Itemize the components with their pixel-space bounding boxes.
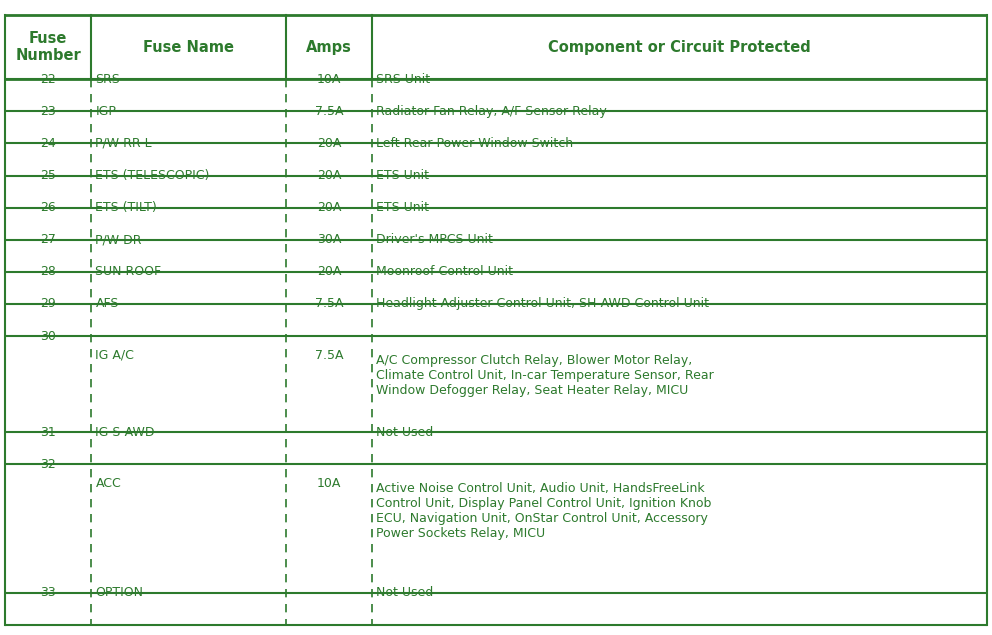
Text: ETS (TILT): ETS (TILT): [95, 201, 157, 214]
Text: 27: 27: [41, 233, 57, 246]
Text: Fuse
Number: Fuse Number: [15, 31, 81, 64]
Text: IGP: IGP: [95, 105, 116, 118]
Text: Moonroof Control Unit: Moonroof Control Unit: [376, 265, 513, 278]
Text: ETS (TELESCOPIC): ETS (TELESCOPIC): [95, 169, 209, 182]
Text: Driver's MPCS Unit: Driver's MPCS Unit: [376, 233, 493, 246]
Text: 7.5A: 7.5A: [314, 297, 343, 311]
Text: —: —: [322, 426, 335, 439]
Text: 31: 31: [41, 426, 57, 439]
Text: 23: 23: [41, 105, 57, 118]
Text: Component or Circuit Protected: Component or Circuit Protected: [549, 39, 811, 55]
Text: 25: 25: [41, 169, 57, 182]
Text: 7.5A: 7.5A: [314, 349, 343, 362]
Text: Not Used: Not Used: [376, 586, 434, 599]
Text: ACC: ACC: [95, 478, 121, 490]
Text: Not Used: Not Used: [376, 426, 434, 439]
Text: SRS: SRS: [95, 73, 120, 86]
Text: —: —: [322, 586, 335, 599]
Text: Active Noise Control Unit, Audio Unit, HandsFreeLink
Control Unit, Display Panel: Active Noise Control Unit, Audio Unit, H…: [376, 482, 711, 540]
Text: 29: 29: [41, 297, 57, 311]
Text: 30A: 30A: [316, 233, 341, 246]
Text: 20A: 20A: [316, 265, 341, 278]
Text: ETS Unit: ETS Unit: [376, 169, 430, 182]
Text: 7.5A: 7.5A: [314, 105, 343, 118]
Text: 22: 22: [41, 73, 57, 86]
Text: 30: 30: [41, 330, 57, 342]
Text: ETS Unit: ETS Unit: [376, 201, 430, 214]
Text: OPTION: OPTION: [95, 586, 144, 599]
Text: 20A: 20A: [316, 201, 341, 214]
Text: P/W DR: P/W DR: [95, 233, 142, 246]
Text: 10A: 10A: [316, 73, 341, 86]
Text: 20A: 20A: [316, 137, 341, 150]
Text: IG S-AWD: IG S-AWD: [95, 426, 155, 439]
Text: AFS: AFS: [95, 297, 119, 311]
Text: 10A: 10A: [316, 478, 341, 490]
Text: 26: 26: [41, 201, 57, 214]
Text: Left Rear Power Window Switch: Left Rear Power Window Switch: [376, 137, 573, 150]
Text: 32: 32: [41, 458, 57, 471]
Text: Amps: Amps: [307, 39, 352, 55]
Text: 20A: 20A: [316, 169, 341, 182]
Text: Radiator Fan Relay, A/F Sensor Relay: Radiator Fan Relay, A/F Sensor Relay: [376, 105, 607, 118]
Text: SUN ROOF: SUN ROOF: [95, 265, 162, 278]
Text: Fuse Name: Fuse Name: [143, 39, 234, 55]
Text: IG A/C: IG A/C: [95, 349, 134, 362]
Text: A/C Compressor Clutch Relay, Blower Motor Relay,
Climate Control Unit, In-car Te: A/C Compressor Clutch Relay, Blower Moto…: [376, 354, 714, 397]
Text: 33: 33: [41, 586, 57, 599]
Text: P/W RR-L: P/W RR-L: [95, 137, 152, 150]
Text: Headlight Adjuster Control Unit, SH-AWD Control Unit: Headlight Adjuster Control Unit, SH-AWD …: [376, 297, 709, 311]
Text: SRS Unit: SRS Unit: [376, 73, 431, 86]
Text: 28: 28: [41, 265, 57, 278]
Text: 24: 24: [41, 137, 57, 150]
